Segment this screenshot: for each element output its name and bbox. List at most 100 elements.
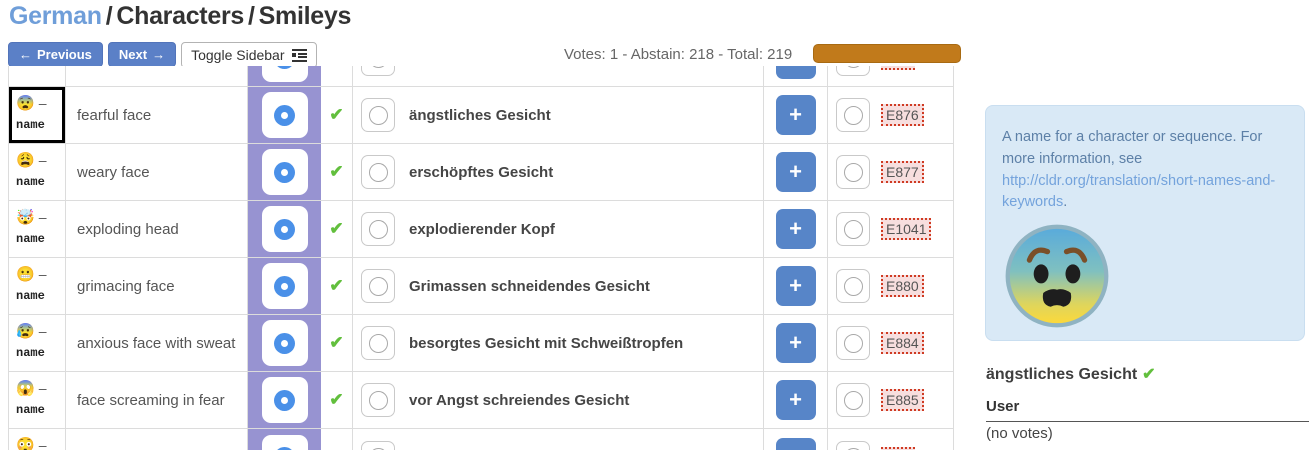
english-name-cell: exploding head (66, 201, 248, 257)
status-cell: ✔ (321, 372, 353, 428)
others-cell: E1041 (828, 201, 953, 257)
winning-value-cell: besorgtes Gesicht mit Schweißtropfen (353, 315, 764, 371)
add-translation-button[interactable]: + (775, 209, 816, 249)
radio-hole (281, 282, 288, 290)
vote-radio-box[interactable] (836, 269, 870, 303)
radio-unselected-icon (843, 276, 863, 296)
emoji-glyph: 😳 (16, 437, 35, 451)
vote-radio-box[interactable] (361, 212, 395, 246)
help-link[interactable]: http://cldr.org/translation/short-names-… (1002, 172, 1276, 211)
attribute-name-label: name (16, 346, 45, 360)
add-cell: + (764, 315, 828, 371)
add-translation-button[interactable]: + (775, 380, 816, 420)
status-cell: ✔ (321, 258, 353, 314)
next-button[interactable]: Next → (107, 42, 177, 67)
vote-radio-box[interactable] (361, 383, 395, 417)
vote-radio-box[interactable] (836, 155, 870, 189)
add-translation-button[interactable]: + (775, 95, 816, 135)
radio-hole (281, 168, 288, 176)
emoji-cell[interactable]: 😱 – name (9, 372, 66, 428)
add-translation-button[interactable]: + (775, 323, 816, 363)
selected-vote-button[interactable] (261, 206, 308, 252)
vote-column (248, 372, 321, 428)
add-translation-button[interactable]: + (775, 437, 816, 450)
toolbar: ← Previous Next → Toggle Sidebar Votes: 1 … (8, 42, 1309, 68)
vote-radio-box[interactable] (836, 383, 870, 417)
emoji-glyph: 😰 (16, 323, 35, 340)
selected-vote-button[interactable] (261, 92, 308, 138)
vote-radio-box[interactable] (836, 212, 870, 246)
code-value-badge: E880 (881, 275, 924, 297)
vote-radio-box[interactable] (836, 326, 870, 360)
others-cell: E885 (828, 372, 953, 428)
winning-value-cell: erschöpftes Gesicht (353, 144, 764, 200)
radio-unselected-icon (843, 162, 863, 182)
emoji-glyph: 😩 (16, 152, 35, 169)
radio-hole (281, 225, 288, 233)
radio-selected-icon (274, 66, 295, 69)
dash: – (38, 95, 47, 111)
emoji-cell[interactable]: 😰 – name (9, 315, 66, 371)
previous-button[interactable]: ← Previous (8, 42, 103, 67)
code-value-badge: E876 (881, 104, 924, 126)
radio-hole (281, 111, 288, 119)
table-row: 😩 – name weary face ✔ erschöpftes Gesicht… (9, 144, 953, 201)
votes-summary: Votes: 1 - Abstain: 218 - Total: 219 (564, 46, 793, 63)
german-translation: erschöpftes Gesicht (409, 163, 554, 181)
approved-check-icon: ✔ (329, 66, 343, 69)
add-translation-button[interactable]: + (775, 152, 816, 192)
english-name-cell (66, 66, 248, 86)
status-cell: ✔ (321, 201, 353, 257)
selected-vote-button[interactable] (261, 320, 308, 366)
selected-vote-button[interactable] (261, 66, 308, 82)
add-cell: + (764, 258, 828, 314)
emoji-cell[interactable]: 😳– name (9, 429, 66, 450)
vote-radio-box[interactable] (361, 155, 395, 189)
add-translation-button[interactable]: + (775, 266, 816, 306)
emoji-cell[interactable]: – name (9, 66, 66, 86)
emoji-cell[interactable]: 😩 – name (9, 144, 66, 200)
add-cell: + (764, 201, 828, 257)
vote-radio-box[interactable] (836, 98, 870, 132)
vote-radio-box[interactable] (361, 269, 395, 303)
code-value-badge: E885 (881, 389, 924, 411)
emoji-cell[interactable]: 😬 – name (9, 258, 66, 314)
selected-vote-button[interactable] (261, 434, 308, 450)
add-cell: + (764, 429, 828, 450)
vote-radio-box[interactable] (361, 440, 395, 450)
toggle-sidebar-button[interactable]: Toggle Sidebar (181, 42, 317, 68)
status-cell: ✔ (321, 66, 353, 86)
emoji-cell[interactable]: 🤯 – name (9, 201, 66, 257)
english-name: grimacing face (77, 277, 175, 295)
others-cell (828, 429, 953, 450)
vote-radio-box[interactable] (836, 440, 870, 450)
vote-column (248, 201, 321, 257)
dash: – (38, 323, 47, 339)
vote-radio-box[interactable] (836, 66, 870, 76)
vote-radio-box[interactable] (361, 66, 395, 76)
english-name: exploding head (77, 220, 179, 238)
selected-vote-button[interactable] (261, 149, 308, 195)
status-cell: ✔ (321, 87, 353, 143)
breadcrumb-section: Characters (116, 2, 244, 30)
progress-meter (813, 44, 961, 63)
vote-column (248, 258, 321, 314)
status-cell: ✔ (321, 315, 353, 371)
selected-vote-button[interactable] (261, 263, 308, 309)
approved-check-icon: ✔ (329, 276, 344, 295)
outdent-menu-icon (291, 49, 307, 62)
radio-selected-icon (274, 447, 295, 450)
code-value-badge: E884 (881, 332, 924, 354)
add-translation-button[interactable]: + (775, 66, 816, 79)
german-translation: vor Angst schreiendes Gesicht (409, 391, 630, 409)
emoji-cell[interactable]: 😨 – name (9, 87, 66, 143)
radio-unselected-icon (368, 219, 388, 239)
vote-radio-box[interactable] (361, 98, 395, 132)
selected-vote-button[interactable] (261, 377, 308, 423)
vote-radio-box[interactable] (361, 326, 395, 360)
breadcrumb-locale-link[interactable]: German (9, 2, 102, 30)
english-name-cell: fearful face (66, 87, 248, 143)
radio-unselected-icon (368, 66, 388, 68)
dash: – (38, 380, 47, 396)
